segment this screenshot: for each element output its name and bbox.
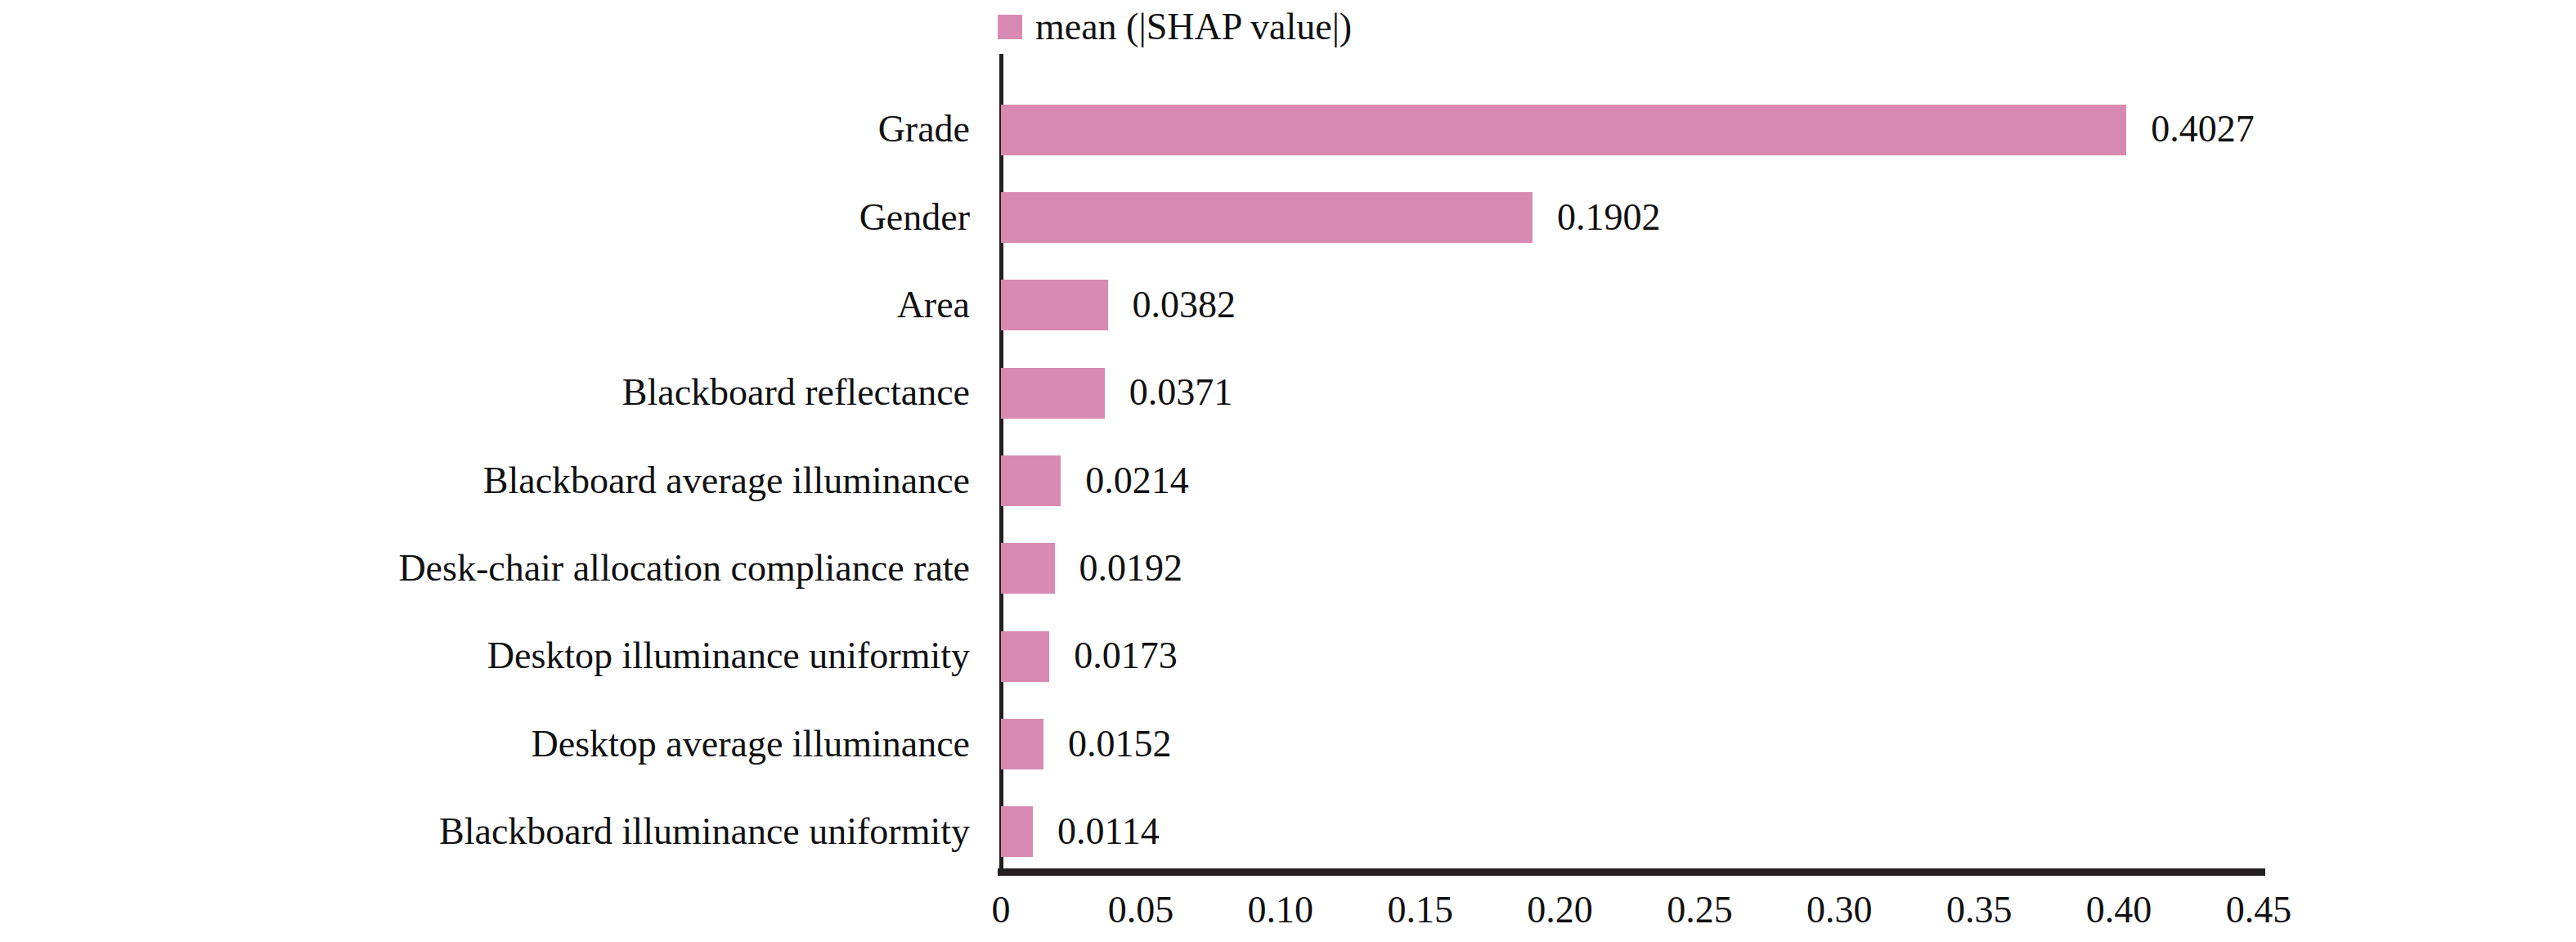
bar [1001,368,1105,419]
x-tick-label: 0.10 [1248,890,1314,931]
value-label: 0.0192 [1079,548,1183,590]
bar [1001,280,1108,330]
category-label: Grade [0,109,970,150]
bar-track: 0.0371 [1001,368,2259,419]
bar-row: Blackboard illuminance uniformity 0.0114 [0,788,2576,876]
category-label: Area [0,285,970,326]
bar-row: Area 0.0382 [0,262,2576,349]
bar-row: Desktop average illuminance 0.0152 [0,700,2576,787]
x-tick-label: 0.20 [1527,890,1593,931]
plot-area: Grade 0.4027 Gender 0.1902 Area 0.0382 Blackbo… [0,86,2576,876]
bar-track: 0.0152 [1001,719,2259,769]
value-label: 0.0382 [1133,285,1236,326]
value-label: 0.4027 [2151,109,2255,150]
legend-swatch [998,15,1022,39]
category-label: Desktop illuminance uniformity [0,635,970,677]
x-tick-label: 0.25 [1667,890,1733,931]
category-label: Gender [0,197,970,239]
bar-row: Gender 0.1902 [0,173,2576,261]
bar [1001,719,1043,769]
bar [1001,631,1049,682]
bar [1001,806,1033,857]
x-tick-label: 0 [992,890,1011,931]
bar-row: Grade 0.4027 [0,86,2576,173]
bar-track: 0.0173 [1001,631,2259,682]
x-tick-label: 0.15 [1387,890,1453,931]
category-label: Blackboard average illuminance [0,460,970,502]
bar-row: Blackboard reflectance 0.0371 [0,349,2576,437]
bar-track: 0.0382 [1001,280,2259,330]
bar-track: 0.0214 [1001,455,2259,506]
bar [1001,105,2126,155]
bar [1001,192,1533,243]
value-label: 0.1902 [1557,197,1661,239]
x-axis-ticks: 00.050.100.150.200.250.300.350.400.45 [1001,890,2259,939]
category-label: Blackboard reflectance [0,372,970,414]
bar-row: Desktop illuminance uniformity 0.0173 [0,612,2576,700]
bar-track: 0.1902 [1001,192,2259,243]
value-label: 0.0371 [1129,372,1233,414]
legend: mean (|SHAP value|) [998,7,1352,48]
x-tick-label: 0.35 [1946,890,2013,931]
value-label: 0.0114 [1057,811,1160,853]
category-label: Desktop average illuminance [0,724,970,765]
bar-row: Desk-chair allocation compliance rate 0.0… [0,525,2576,612]
category-label: Desk-chair allocation compliance rate [0,548,970,590]
bar-track: 0.0114 [1001,806,2259,857]
bar-track: 0.4027 [1001,105,2259,155]
value-label: 0.0152 [1068,724,1172,765]
legend-label: mean (|SHAP value|) [1035,7,1352,48]
bar [1001,455,1061,506]
x-tick-label: 0.45 [2226,890,2292,931]
shap-importance-bar-chart: mean (|SHAP value|) Grade 0.4027 Gender 0.1… [0,0,2576,942]
x-tick-label: 0.05 [1108,890,1174,931]
bar [1001,543,1055,594]
x-tick-label: 0.40 [2086,890,2152,931]
category-label: Blackboard illuminance uniformity [0,811,970,853]
value-label: 0.0214 [1085,460,1189,502]
bar-row: Blackboard average illuminance 0.0214 [0,437,2576,524]
bar-track: 0.0192 [1001,543,2259,594]
x-tick-label: 0.30 [1806,890,1873,931]
value-label: 0.0173 [1074,635,1178,677]
